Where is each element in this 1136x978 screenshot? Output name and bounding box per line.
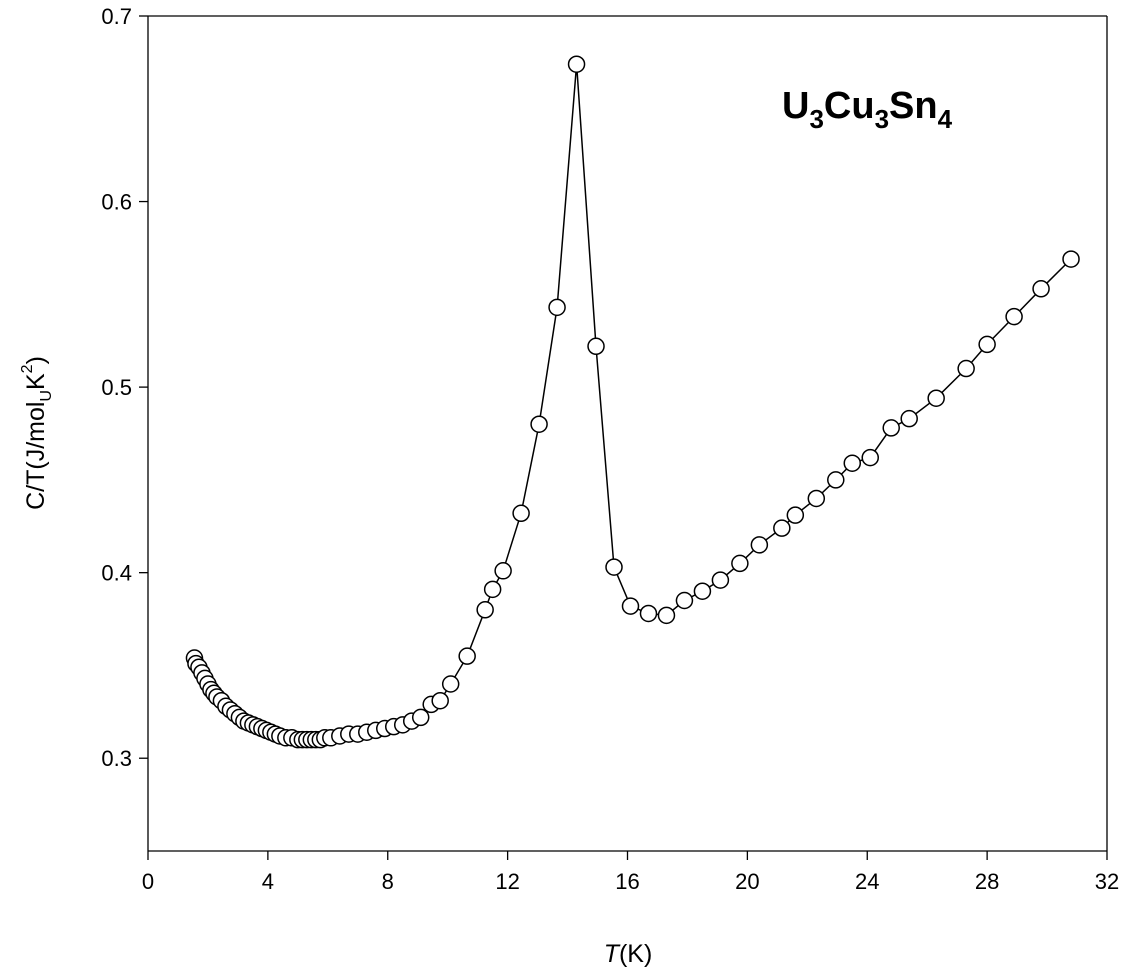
x-tick-label: 4: [262, 869, 274, 894]
y-ticks: 0.3 0.4 0.5 0.6 0.7: [101, 4, 148, 771]
data-point: [693, 582, 712, 600]
data-point: [458, 647, 476, 665]
data-point: [1032, 280, 1050, 298]
data-points: [185, 55, 1080, 749]
data-point: [476, 601, 494, 619]
y-tick-label: 0.6: [101, 190, 132, 215]
data-point: [494, 562, 512, 580]
data-point: [675, 591, 694, 610]
data-point: [882, 419, 900, 437]
data-point: [773, 519, 791, 537]
x-ticks: 0 4 8 12 16 20 24 28 32: [142, 851, 1119, 894]
x-tick-label: 20: [735, 869, 759, 894]
data-point: [843, 454, 862, 472]
data-point: [900, 409, 918, 428]
data-point: [431, 691, 449, 710]
x-tick-label: 12: [495, 869, 519, 894]
data-point: [1062, 250, 1080, 268]
x-tick-label: 0: [142, 869, 154, 894]
x-tick-label: 32: [1095, 869, 1119, 894]
data-point: [927, 389, 945, 407]
data-point: [605, 558, 623, 576]
y-tick-label: 0.3: [101, 746, 132, 771]
x-tick-label: 28: [975, 869, 999, 894]
data-point: [512, 504, 530, 523]
x-tick-label: 24: [855, 869, 879, 894]
data-point: [807, 489, 826, 508]
data-point: [827, 471, 845, 489]
data-point: [711, 571, 730, 589]
data-point: [978, 335, 996, 354]
data-point: [731, 554, 749, 573]
data-point: [639, 604, 658, 623]
data-point: [621, 597, 640, 615]
data-point: [567, 55, 586, 73]
x-axis-title: T(K): [604, 940, 653, 968]
y-tick-label: 0.4: [101, 561, 132, 586]
plot-frame: [147, 15, 1108, 852]
data-point: [657, 606, 676, 625]
x-tick-label: 16: [615, 869, 639, 894]
data-point: [957, 359, 975, 378]
data-point: [411, 708, 430, 727]
y-tick-label: 0.5: [101, 375, 132, 400]
data-point: [483, 580, 502, 599]
data-point: [750, 536, 769, 554]
compound-label: U3Cu3Sn4: [782, 85, 953, 134]
data-point: [786, 506, 805, 524]
data-point: [548, 298, 566, 317]
y-axis-title: C/T(J/molUK2): [19, 356, 55, 510]
data-point: [530, 415, 548, 433]
data-point: [587, 337, 605, 356]
data-point: [441, 675, 460, 693]
data-point: [861, 448, 879, 467]
data-point: [1005, 307, 1023, 326]
x-tick-label: 8: [382, 869, 394, 894]
y-tick-label: 0.7: [101, 4, 132, 29]
